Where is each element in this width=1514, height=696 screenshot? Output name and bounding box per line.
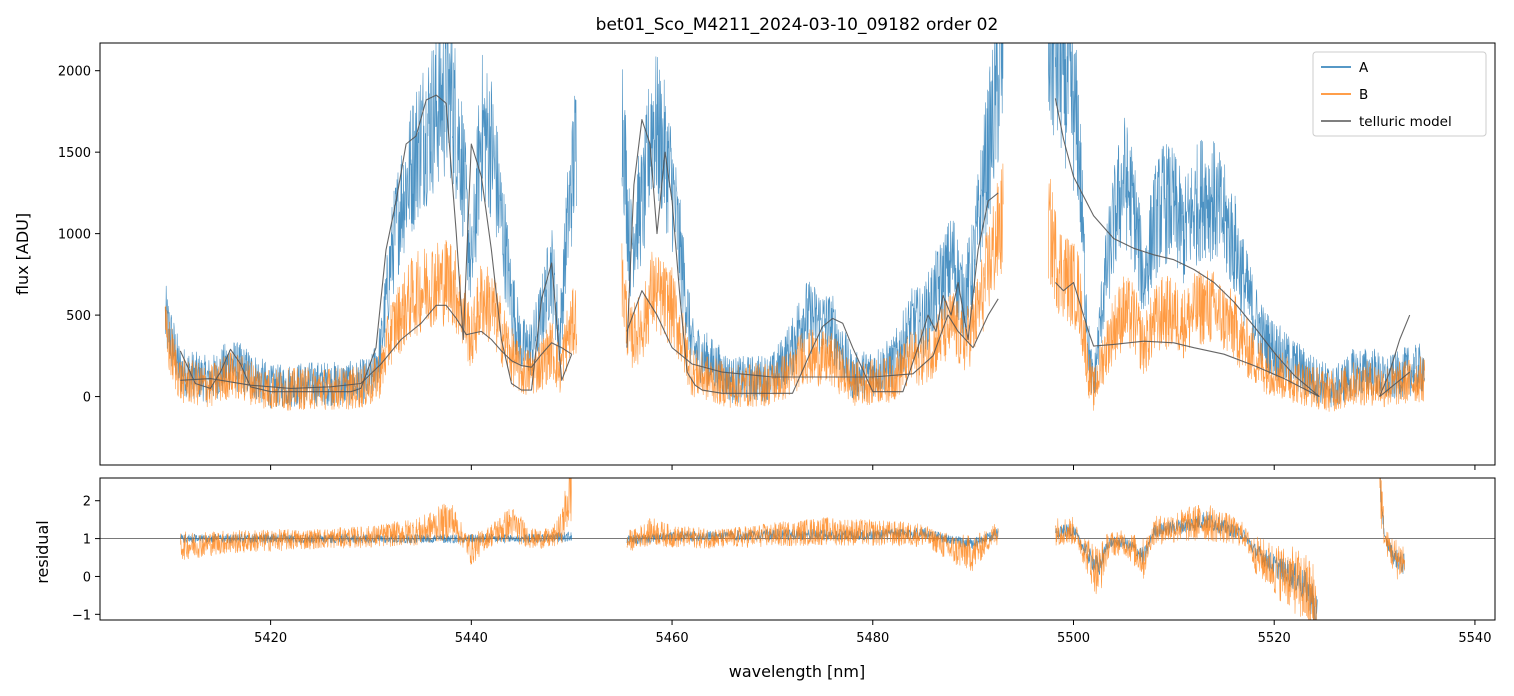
series-telluric-model-segment-5 (1055, 281, 1320, 398)
series-telluric-model-segment-1 (180, 304, 572, 389)
wavelength-axis-label: wavelength [nm] (729, 662, 866, 681)
y-tick-label: 0 (83, 570, 91, 585)
series-telluric-model-segment-2 (626, 119, 999, 394)
series-b-segment-3 (1379, 478, 1405, 580)
x-tick-label: 5420 (254, 631, 287, 646)
y-tick-label: 0 (83, 391, 91, 406)
x-tick-label: 5500 (1057, 631, 1090, 646)
x-tick-label: 5460 (656, 631, 689, 646)
series-telluric-model-segment-7 (1379, 371, 1411, 398)
series-telluric-model-segment-0 (179, 94, 573, 393)
x-tick-label: 5520 (1258, 631, 1291, 646)
x-tick-label: 5480 (856, 631, 889, 646)
series-b-segment-2 (1048, 178, 1425, 412)
x-tick-label: 5440 (455, 631, 488, 646)
series-b-segment-0 (180, 478, 572, 565)
y-tick-label: 1500 (58, 146, 91, 161)
series-telluric-model-segment-3 (626, 290, 999, 378)
series-telluric-model-segment-6 (1379, 314, 1411, 397)
x-tick-label: 5540 (1458, 631, 1491, 646)
y-tick-label: −1 (72, 608, 91, 623)
legend-label: telluric model (1359, 114, 1452, 130)
y-tick-label: 2 (83, 495, 91, 510)
chart-title: bet01_Sco_M4211_2024-03-10_09182 order 0… (596, 15, 999, 35)
legend-box (1312, 51, 1487, 137)
y-tick-label: 1 (83, 533, 91, 548)
y-tick-label: 2000 (58, 65, 91, 80)
legend-label: B (1359, 87, 1368, 103)
plot-area-top (164, 43, 1425, 412)
y-tick-label: 500 (66, 309, 91, 324)
legend-label: A (1359, 60, 1369, 76)
series-b-segment-2 (1055, 505, 1317, 620)
flux-panel: 0 500 1000 1500 2000 (58, 42, 1496, 470)
axes-frame-top (99, 42, 1496, 466)
series-b-segment-0 (164, 240, 577, 411)
y-tick-label: 1000 (58, 228, 91, 243)
series-telluric-model-segment-4 (1054, 98, 1320, 398)
series-b-segment-1 (626, 517, 999, 572)
flux-axis-label: flux [ADU] (13, 213, 32, 295)
residual-panel: 5420 5440 5460 5480 5500 5520 5540 −1 0 1 2 (72, 477, 1496, 646)
plot-area-bot (100, 478, 1495, 620)
residual-axis-label: residual (33, 520, 52, 583)
axes-frame-bot (99, 477, 1496, 621)
series-a-segment-2 (1048, 43, 1425, 408)
